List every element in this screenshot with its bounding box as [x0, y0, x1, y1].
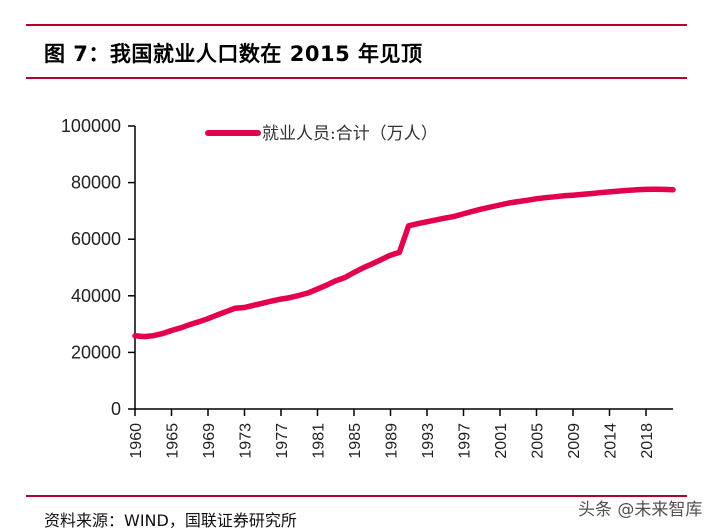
y-tick-label: 40000	[71, 286, 121, 306]
x-tick-label: 2018	[639, 423, 656, 459]
watermark: 头条 @未来智库	[578, 495, 702, 520]
y-tick-label: 80000	[71, 173, 121, 193]
x-tick-label: 2014	[603, 423, 620, 459]
legend-label: 就业人员:合计（万人）	[262, 124, 438, 144]
x-tick-label: 1973	[238, 423, 255, 459]
line-chart: 0 20000 40000 60000 80000 100000 1960 1965 1969…	[0, 0, 724, 495]
x-tick-label: 1993	[420, 423, 437, 459]
x-tick-label: 1985	[347, 423, 364, 459]
x-tick-label: 1969	[201, 423, 218, 459]
x-tick-label: 1960	[128, 423, 145, 459]
y-tick-label: 0	[111, 399, 121, 419]
y-tick-label: 60000	[71, 229, 121, 249]
x-tick-label: 1965	[165, 423, 182, 459]
series-employment	[135, 189, 673, 337]
x-tick-label: 2001	[493, 423, 510, 459]
source-note: 资料来源：WIND，国联证券研究所	[44, 507, 297, 531]
x-axis: 1960 1965 1969 1973 1977 1981 1985 1989 1993 1997…	[128, 409, 673, 459]
x-tick-label: 1981	[311, 423, 328, 459]
x-tick-label: 2005	[530, 423, 547, 459]
y-axis: 0 20000 40000 60000 80000 100000	[61, 116, 135, 419]
x-tick-label: 1997	[457, 423, 474, 459]
x-tick-label: 2009	[566, 423, 583, 459]
x-tick-label: 1977	[274, 423, 291, 459]
y-tick-label: 20000	[71, 342, 121, 362]
y-tick-label: 100000	[61, 116, 121, 136]
series-line	[135, 189, 673, 336]
x-tick-label: 1989	[384, 423, 401, 459]
legend: 就业人员:合计（万人）	[208, 124, 438, 144]
